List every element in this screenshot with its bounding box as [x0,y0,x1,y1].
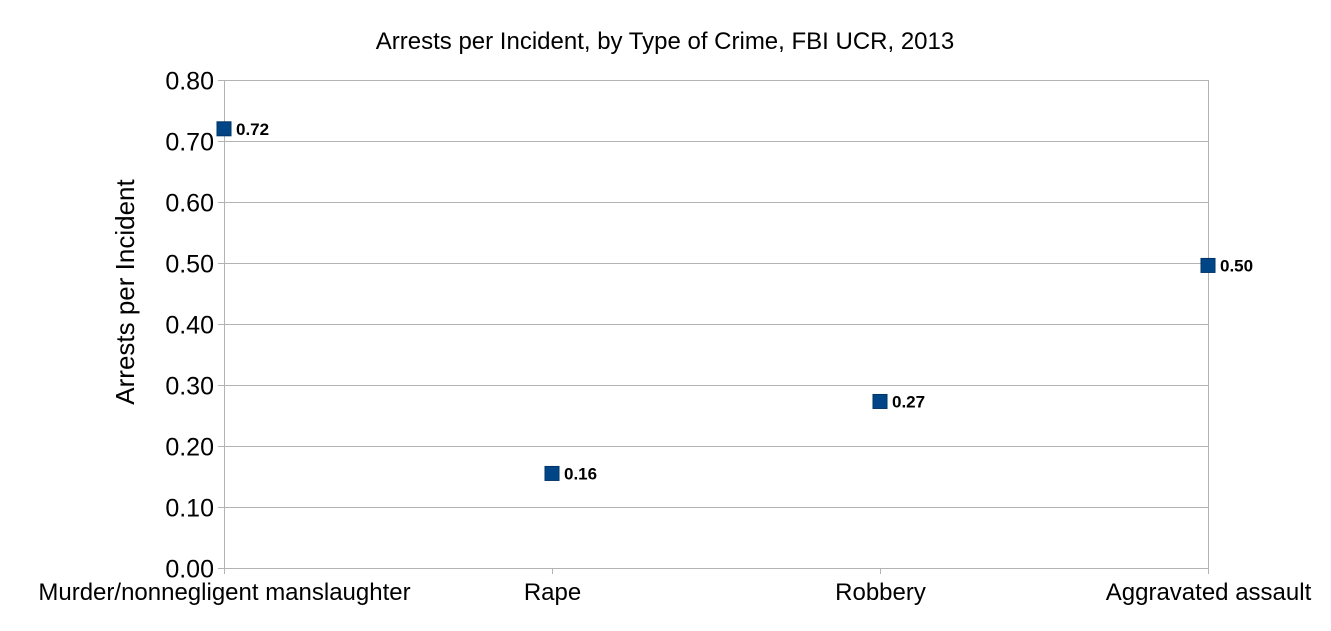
x-tick-label: Robbery [835,579,926,606]
x-tick-label: Aggravated assault [1106,579,1312,606]
y-tick-label: 0.80 [165,68,214,96]
data-label: 0.72 [236,120,269,139]
x-tick-label: Murder/nonnegligent manslaughter [38,579,410,606]
y-tick-label: 0.00 [165,556,214,584]
y-axis-label: Arrests per Incident [110,179,140,405]
x-tick-labels: Murder/nonnegligent manslaughter Rape Robb… [38,579,1311,606]
grid-lines [224,80,1208,569]
data-points [216,121,1216,481]
data-point [872,393,888,409]
y-tick-label: 0.10 [165,495,214,523]
data-label: 0.27 [892,392,925,411]
y-tick-label: 0.70 [165,129,214,157]
data-label: 0.50 [1220,256,1253,275]
y-tick-labels: 0.00 0.10 0.20 0.30 0.40 0.50 0.60 0.70 0.80 [165,68,214,584]
data-point [1200,257,1216,273]
axes [218,80,1209,574]
y-tick-label: 0.50 [165,251,214,279]
data-point [544,465,560,481]
x-tick-label: Rape [524,579,581,606]
y-tick-label: 0.60 [165,190,214,218]
y-tick-label: 0.30 [165,373,214,401]
data-point [216,121,232,137]
y-tick-label: 0.40 [165,312,214,340]
data-label: 0.16 [564,464,597,483]
y-tick-label: 0.20 [165,434,214,462]
data-labels: 0.72 0.16 0.27 0.50 [236,120,1253,484]
chart-title: Arrests per Incident, by Type of Crime, … [376,28,954,55]
